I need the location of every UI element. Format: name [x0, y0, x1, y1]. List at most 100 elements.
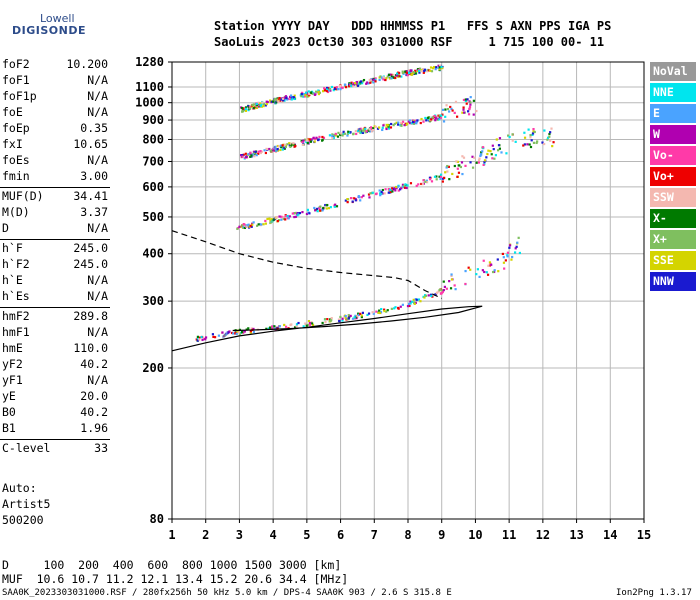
echo-point [430, 180, 434, 183]
echo-point [517, 236, 520, 239]
echo-point [438, 118, 441, 121]
echo-point [241, 154, 244, 157]
echo-point [243, 330, 246, 333]
echo-point [259, 151, 262, 155]
echo-point [385, 127, 388, 131]
echo-point [217, 334, 221, 337]
echo-point [380, 307, 383, 311]
echo-point [359, 129, 362, 132]
echo-point [491, 157, 494, 160]
echo-point [551, 145, 554, 148]
param-separator [0, 187, 110, 188]
param-value: N/A [87, 105, 108, 119]
echo-point [528, 143, 531, 146]
echo-point [344, 314, 347, 318]
echo-point [325, 89, 329, 93]
echo-point [355, 80, 358, 84]
y-tick-label: 1280 [135, 55, 164, 69]
echo-point [298, 211, 302, 215]
echo-point [198, 338, 201, 341]
echo-point [252, 103, 256, 106]
echo-point [344, 316, 347, 319]
echo-point [265, 147, 268, 151]
echo-point [295, 325, 298, 328]
echo-point [374, 78, 377, 81]
param-separator [0, 239, 110, 240]
echo-point [277, 145, 280, 148]
echo-point [456, 115, 459, 118]
echo-point [321, 135, 324, 139]
echo-point [383, 309, 386, 313]
echo-point [308, 212, 311, 215]
echo-point [242, 331, 245, 334]
echo-point [541, 141, 544, 144]
echo-point [339, 88, 342, 91]
echo-point [331, 133, 334, 136]
echo-point [237, 331, 240, 334]
echo-point [485, 271, 488, 274]
echo-point [300, 95, 303, 98]
echo-point [300, 92, 303, 96]
param-label: foF1p [2, 89, 37, 103]
echo-point [312, 136, 315, 139]
param-value: 3.37 [80, 205, 108, 219]
echo-point [228, 330, 231, 333]
param-row: B1 1.96 [2, 421, 108, 437]
echo-point [280, 98, 283, 101]
echo-point [468, 105, 472, 109]
echo-point [305, 140, 308, 144]
echo-point [286, 143, 289, 146]
echo-point [305, 324, 308, 327]
echo-point [329, 206, 332, 209]
echo-point [436, 291, 439, 294]
echo-point [248, 107, 252, 110]
echo-point [438, 66, 441, 69]
echo-point [365, 82, 368, 85]
echo-point [236, 227, 239, 230]
echo-point [333, 205, 336, 208]
echo-point [245, 107, 248, 110]
echo-point [324, 321, 327, 324]
echo-point [482, 163, 485, 167]
echo-point [313, 93, 316, 96]
echo-point [493, 157, 496, 160]
echo-point [378, 311, 382, 315]
echo-point [302, 139, 305, 142]
echo-point [476, 268, 479, 271]
param-row: h`Es N/A [2, 289, 108, 305]
echo-point [451, 109, 454, 112]
x-tick-label: 11 [502, 528, 516, 542]
echo-point [483, 159, 487, 162]
echo-point [344, 199, 347, 202]
echo-point [422, 179, 425, 182]
echo-point [475, 273, 478, 276]
ionogram-chart: 1 2 3 4 5 6 7 8 9 10 11 12 13 14 158020030040050060070… [135, 55, 651, 542]
echo-point [462, 111, 466, 114]
legend-item: X- [650, 209, 696, 228]
echo-point [477, 161, 481, 164]
echo-point [391, 190, 394, 193]
param-row: M(D) 3.37 [2, 205, 108, 221]
echo-point [274, 145, 277, 148]
echo-point [418, 67, 422, 70]
param-label: B1 [2, 421, 16, 435]
echo-point [240, 106, 244, 110]
x-tick-label: 5 [303, 528, 310, 542]
echo-point [444, 171, 447, 174]
echo-point [406, 184, 409, 187]
echo-point [453, 111, 456, 115]
echo-point [501, 252, 504, 256]
echo-point [503, 267, 506, 270]
echo-point [423, 68, 427, 71]
echo-point [456, 160, 459, 163]
echo-point [433, 175, 437, 178]
echo-point [361, 131, 364, 134]
param-value: N/A [87, 289, 108, 303]
echo-point [332, 135, 335, 138]
echo-point [288, 144, 291, 147]
echo-point [306, 142, 309, 145]
echo-point [397, 71, 401, 75]
echo-point [241, 155, 244, 158]
echo-point [344, 86, 348, 89]
y-tick-label: 700 [142, 154, 164, 168]
